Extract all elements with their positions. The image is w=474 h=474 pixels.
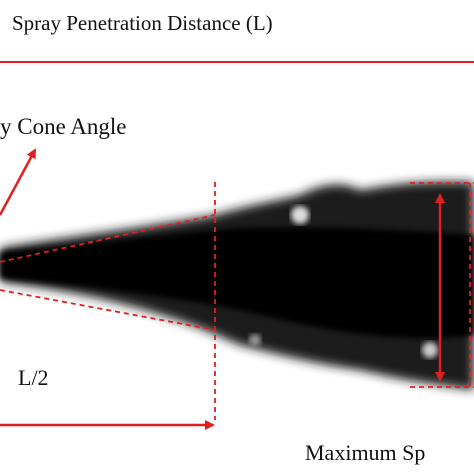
cone-angle-arrow [0,148,37,216]
max-spread-label: Maximum Sp [305,440,425,465]
half-length-label: L/2 [18,365,49,390]
spray [0,181,474,390]
cone-lines [0,182,474,420]
cone-angle-label: y Cone Angle [0,114,127,139]
title: Spray Penetration Distance (L) [12,11,273,35]
